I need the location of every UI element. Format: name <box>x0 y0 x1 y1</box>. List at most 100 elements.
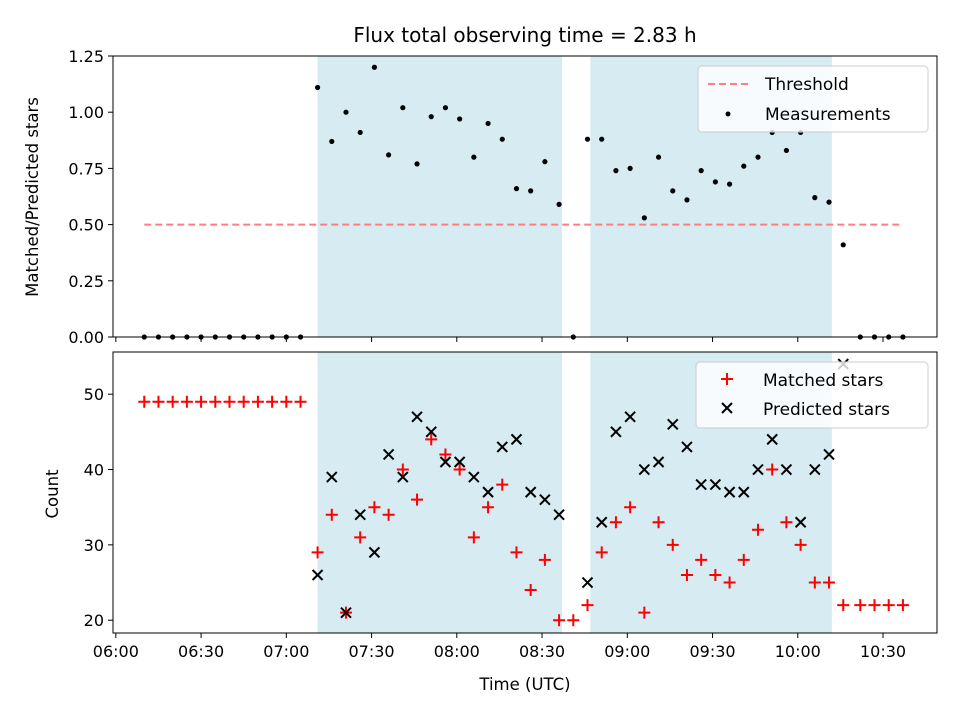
predicted-star-point <box>596 516 608 528</box>
chart-title: Flux total observing time = 2.83 h <box>353 23 696 47</box>
matched-star-point <box>237 395 250 408</box>
predicted-star-point <box>453 456 466 468</box>
predicted-star-point <box>354 509 366 521</box>
measurement-point <box>528 188 534 194</box>
matched-star-point <box>538 553 551 566</box>
x-tick-label: 10:00 <box>775 642 821 661</box>
matched-star-point <box>411 493 424 506</box>
predicted-star-point <box>738 486 750 498</box>
matched-star-point <box>553 614 566 627</box>
predicted-star-point <box>340 606 352 619</box>
top-legend-frame <box>697 65 929 133</box>
bottom-legend: Matched stars Predicted stars <box>695 361 929 429</box>
matched-star-point <box>138 395 151 408</box>
measurement-point <box>670 188 676 194</box>
predicted-star-point <box>581 576 594 589</box>
predicted-star-point <box>368 546 381 559</box>
predicted-star-point <box>624 411 636 423</box>
x-tick-label: 09:00 <box>604 642 650 661</box>
matched-star-point <box>354 531 367 544</box>
measurement-point <box>314 84 321 91</box>
top-y-tick-label: 0.50 <box>68 216 104 235</box>
matched-star-point <box>166 395 179 408</box>
matched-star-point <box>368 501 381 514</box>
measurement-point <box>741 163 747 169</box>
matched-star-point <box>581 599 594 612</box>
legend-threshold-label: Threshold <box>764 75 849 95</box>
measurement-point <box>499 136 505 142</box>
predicted-star-point <box>468 471 480 483</box>
predicted-star-point <box>809 463 821 476</box>
matched-star-point <box>180 395 193 408</box>
x-tick-label: 08:00 <box>434 642 480 661</box>
measurement-point <box>386 152 392 158</box>
predicted-star-point <box>695 478 707 491</box>
bottom-y-tick-label: 20 <box>84 611 104 630</box>
matched-star-point <box>695 553 708 566</box>
matched-star-point <box>439 448 452 461</box>
bottom-y-tick-label: 30 <box>84 536 104 555</box>
measurement-point <box>556 201 562 207</box>
measurement-point <box>726 181 733 187</box>
top-y-axis-label: Matched/Predicted stars <box>23 97 42 297</box>
x-tick-label: 09:30 <box>689 642 735 661</box>
matched-star-point <box>680 568 693 581</box>
bottom-y-tick-label: 40 <box>84 461 104 480</box>
legend-measurements-swatch <box>725 111 731 117</box>
matched-star-point <box>595 546 608 559</box>
bottom-y-tick-label: 50 <box>84 385 104 404</box>
matched-star-point <box>152 395 165 408</box>
bottom-y-axis-label: Count <box>43 469 62 519</box>
bottom-legend-frame <box>695 361 929 429</box>
measurement-point <box>400 105 406 111</box>
x-tick-label: 10:30 <box>860 642 906 661</box>
matched-star-point <box>382 508 395 521</box>
matched-star-point <box>780 516 793 529</box>
bottom-observing-window-1 <box>317 352 562 633</box>
measurement-point <box>840 242 846 248</box>
top-y-tick-label: 0.25 <box>68 272 104 291</box>
measurement-point <box>329 138 335 145</box>
matched-star-point <box>425 433 438 446</box>
matched-star-point <box>666 538 679 551</box>
matched-star-point <box>737 553 750 566</box>
predicted-star-point <box>652 456 665 468</box>
predicted-star-point <box>510 433 523 446</box>
matched-star-point <box>652 516 665 529</box>
predicted-star-point <box>766 433 778 446</box>
predicted-star-point <box>482 486 494 498</box>
measurement-point <box>641 215 647 221</box>
x-tick-label: 07:00 <box>263 642 309 661</box>
matched-star-point <box>311 546 324 559</box>
measurement-point <box>357 129 363 136</box>
x-axis-label: Time (UTC) <box>478 675 570 694</box>
matched-star-point <box>396 463 409 476</box>
measurement-point <box>684 197 690 203</box>
measurement-point <box>471 154 477 160</box>
predicted-star-point <box>439 456 452 468</box>
measurement-point <box>513 186 520 192</box>
bottom-plot-frame <box>112 351 938 634</box>
matched-star-point <box>854 599 867 612</box>
measurement-point <box>584 136 591 142</box>
predicted-star-point <box>681 441 693 453</box>
matched-star-point <box>808 576 821 589</box>
measurement-point <box>613 168 619 174</box>
predicted-star-point <box>610 426 622 438</box>
matched-star-point <box>524 584 537 597</box>
measurement-point <box>414 161 420 167</box>
measurement-point <box>457 116 463 122</box>
legend-matched-swatch <box>721 373 733 385</box>
matched-star-point <box>467 531 480 544</box>
measurement-point <box>712 179 718 185</box>
top-observing-window-1 <box>317 56 562 337</box>
x-tick-label: 07:30 <box>349 642 395 661</box>
predicted-star-point <box>411 411 423 423</box>
predicted-star-point <box>425 426 437 438</box>
matched-star-point <box>896 599 909 612</box>
measurement-point <box>812 195 818 201</box>
legend-matched-label: Matched stars <box>763 371 883 391</box>
matched-star-point <box>453 463 466 476</box>
matched-star-point <box>638 606 651 619</box>
